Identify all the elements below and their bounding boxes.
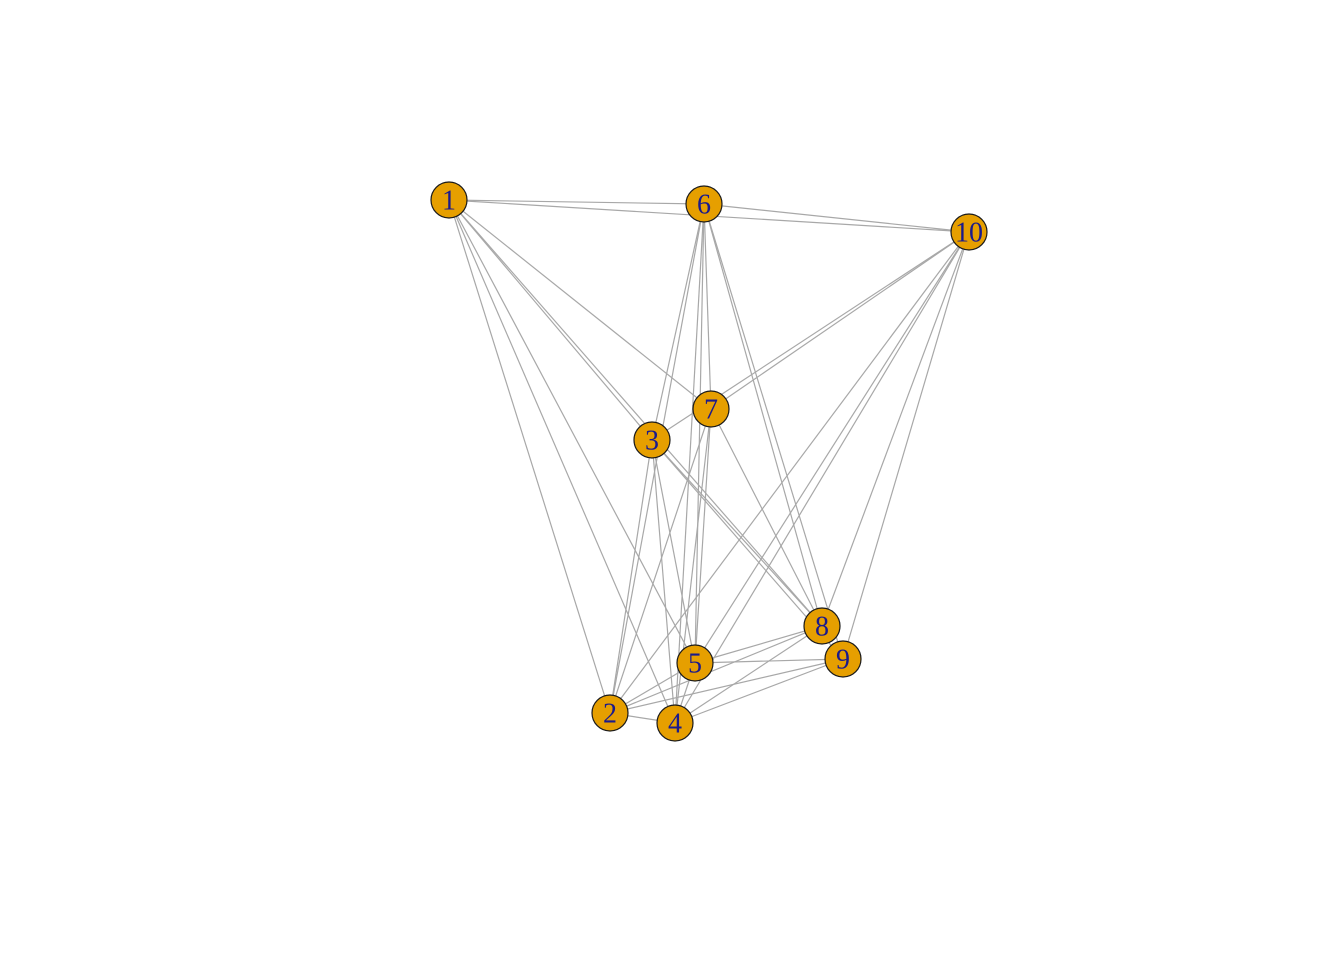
edge-7-8	[710, 408, 823, 627]
edge-1-6	[448, 199, 705, 205]
edge-6-2	[609, 203, 705, 714]
edge-3-8	[651, 439, 823, 627]
edge-6-7	[703, 203, 712, 410]
edge-9-2	[609, 658, 844, 714]
node-label-9: 9	[836, 645, 850, 676]
node-label-6: 6	[697, 190, 711, 221]
edge-1-7	[448, 199, 712, 410]
edge-7-5	[694, 408, 712, 664]
node-circle-3	[633, 421, 671, 459]
edge-1-2	[448, 199, 611, 714]
edge-7-2	[609, 408, 712, 714]
node-circle-1	[430, 181, 468, 219]
edge-10-9	[842, 231, 970, 660]
edge-10-8	[821, 231, 970, 627]
edge-10-7	[710, 231, 970, 410]
node-label-1: 1	[442, 186, 456, 217]
edge-6-3	[651, 203, 705, 441]
node-7: 7	[692, 390, 730, 428]
node-circle-9	[824, 640, 862, 678]
node-label-10: 10	[955, 218, 983, 249]
node-label-3: 3	[645, 426, 659, 457]
edge-1-8	[448, 199, 823, 627]
edge-6-4	[674, 203, 705, 724]
edge-8-2	[609, 625, 823, 714]
edge-1-5	[448, 199, 696, 664]
edge-6-8	[703, 203, 823, 627]
node-label-5: 5	[688, 649, 702, 680]
edge-3-4	[651, 439, 676, 724]
node-4: 4	[656, 704, 694, 742]
node-2: 2	[591, 694, 629, 732]
node-5: 5	[676, 644, 714, 682]
edge-9-4	[674, 658, 844, 724]
node-1: 1	[430, 181, 468, 219]
node-circle-6	[685, 185, 723, 223]
node-circle-2	[591, 694, 629, 732]
node-9: 9	[824, 640, 862, 678]
node-3: 3	[633, 421, 671, 459]
node-circle-10	[950, 213, 988, 251]
node-label-2: 2	[603, 699, 617, 730]
node-circle-4	[656, 704, 694, 742]
node-circle-7	[692, 390, 730, 428]
edges-layer	[448, 199, 970, 724]
edge-3-5	[651, 439, 696, 664]
node-label-7: 7	[704, 395, 718, 426]
edge-1-4	[448, 199, 676, 724]
edge-10-5	[694, 231, 970, 664]
edge-1-3	[448, 199, 653, 441]
node-circle-5	[676, 644, 714, 682]
edge-3-2	[609, 439, 653, 714]
edge-6-5	[694, 203, 705, 664]
edge-8-5	[694, 625, 823, 664]
node-6: 6	[685, 185, 723, 223]
node-10: 10	[950, 213, 988, 251]
node-8: 8	[803, 607, 841, 645]
node-label-8: 8	[815, 612, 829, 643]
edge-9-5	[694, 658, 844, 664]
edge-6-9	[703, 203, 844, 660]
node-circle-8	[803, 607, 841, 645]
edge-6-10	[703, 203, 970, 233]
edge-10-4	[674, 231, 970, 724]
node-label-4: 4	[668, 709, 682, 740]
edge-8-4	[674, 625, 823, 724]
edge-10-2	[609, 231, 970, 714]
